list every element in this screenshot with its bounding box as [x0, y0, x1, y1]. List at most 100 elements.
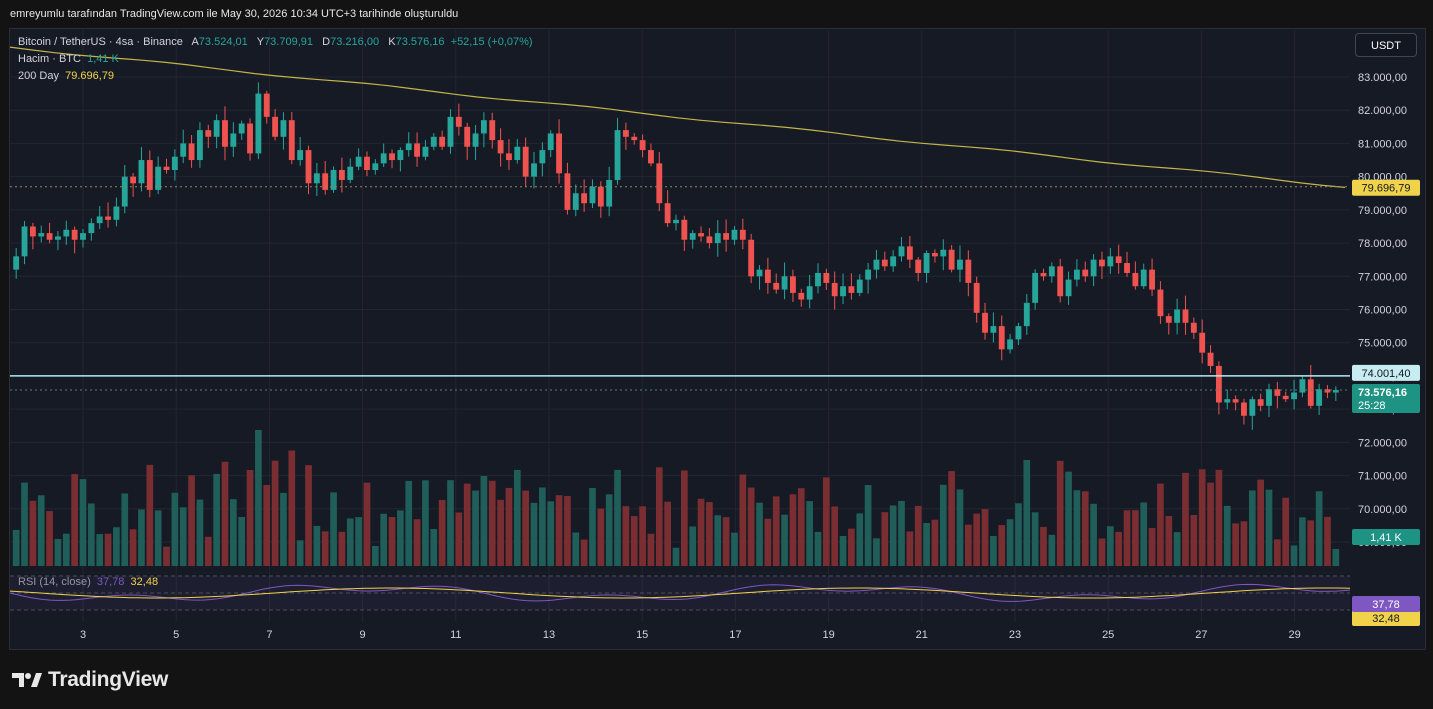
rsi-legend[interactable]: RSI (14, close) 37,78 32,48: [18, 576, 158, 588]
candle-body: [138, 160, 145, 184]
volume-bar: [1048, 534, 1056, 566]
volume-bar: [914, 505, 922, 566]
close-label: K: [388, 36, 396, 48]
price-tick-label: 82.000,00: [1358, 105, 1407, 117]
price-tick-label: 71.000,00: [1358, 471, 1407, 483]
volume-bar: [1307, 520, 1315, 566]
candle-body: [263, 93, 270, 117]
candle-body: [1124, 263, 1130, 273]
volume-bar: [338, 531, 346, 566]
volume-bar: [505, 487, 513, 566]
candle-body: [706, 236, 713, 244]
volume-bar: [973, 513, 981, 566]
volume-bar: [990, 535, 997, 566]
time-tick-label: 13: [543, 629, 555, 641]
volume-bar: [88, 503, 95, 566]
volume-bar: [630, 516, 638, 566]
candle-body: [163, 166, 170, 170]
candle-body: [171, 156, 178, 170]
candle-body: [1215, 365, 1222, 403]
currency-button[interactable]: USDT: [1355, 33, 1417, 57]
volume-bar: [539, 487, 546, 566]
volume-bar: [580, 539, 588, 566]
volume-bar: [522, 490, 530, 566]
volume-bar: [37, 495, 45, 566]
volume-bar: [472, 490, 479, 566]
low-label: D: [322, 36, 331, 48]
close-value: 73.576,16: [395, 36, 445, 48]
candle-body: [764, 269, 771, 283]
candle-body: [63, 229, 70, 237]
volume-bar: [664, 501, 671, 566]
volume-bar: [413, 519, 421, 566]
candle-body: [1207, 352, 1214, 366]
volume-badge: [1352, 529, 1420, 545]
volume-bar: [898, 500, 905, 566]
volume-bar: [62, 533, 70, 566]
candle-body: [522, 146, 529, 177]
tradingview-logo[interactable]: TradingView: [12, 668, 168, 692]
volume-bar: [856, 513, 864, 566]
candle-body: [1257, 399, 1264, 406]
volume-bar: [430, 528, 438, 566]
candle-body: [247, 123, 253, 154]
candle-body: [197, 130, 203, 161]
candle-body: [464, 126, 471, 147]
time-tick-label: 27: [1195, 629, 1207, 641]
candle-body: [815, 272, 821, 287]
volume-bar: [288, 450, 296, 566]
rsi-pane: [9, 575, 1351, 611]
volume-bar: [371, 545, 379, 566]
volume-bar: [54, 538, 62, 566]
candle-body: [480, 120, 487, 134]
candle-body: [1165, 316, 1172, 323]
volume-bar: [772, 496, 780, 566]
volume-bar: [547, 501, 555, 566]
candle-body: [1099, 259, 1105, 267]
candle-body: [88, 223, 95, 234]
candle-body: [230, 133, 237, 147]
time-tick-label: 21: [916, 629, 928, 641]
ma-legend[interactable]: 200 Day 79.696,79: [18, 70, 114, 82]
candle-body: [1182, 309, 1189, 323]
candle-body: [965, 259, 972, 283]
candle-body: [330, 170, 337, 190]
candle-body: [856, 279, 863, 293]
volume-bar: [764, 518, 772, 566]
volume-bar: [881, 512, 889, 566]
candle-body: [739, 229, 746, 240]
candle-body: [1232, 399, 1239, 403]
volume-bar: [956, 489, 964, 566]
candle-body: [547, 133, 554, 151]
brand-text: TradingView: [48, 668, 169, 691]
volume-bar: [839, 535, 847, 566]
volume-bar: [605, 494, 613, 566]
volume-bar: [1115, 531, 1123, 566]
candle-body: [455, 116, 462, 127]
candle-body: [222, 120, 228, 147]
symbol-label[interactable]: Bitcoin / TetherUS · 4sa · Binance: [18, 36, 183, 48]
volume-bar: [756, 502, 763, 566]
volume-bar: [864, 484, 872, 566]
candle-body: [923, 253, 930, 273]
volume-bar: [497, 499, 504, 566]
candle-body: [146, 160, 153, 190]
rsi-badge-text: 37,78: [1372, 599, 1400, 611]
volume-bar: [1090, 503, 1097, 566]
candle-body: [1032, 272, 1039, 303]
candle-body: [322, 173, 329, 190]
candle-body: [405, 143, 412, 151]
candle-body: [1057, 266, 1064, 297]
volume-bar: [447, 480, 454, 566]
candle-body: [948, 249, 955, 270]
volume-bar: [906, 531, 914, 566]
low-value: 73.216,00: [330, 36, 380, 48]
volume-bar: [280, 492, 287, 566]
volume-legend[interactable]: Hacim · BTC 1,41 K: [18, 53, 119, 65]
candle-body: [531, 163, 537, 177]
volume-bar: [814, 531, 822, 566]
candle-body: [472, 133, 479, 147]
volume-bar: [1223, 505, 1231, 566]
volume-bar: [639, 506, 646, 566]
